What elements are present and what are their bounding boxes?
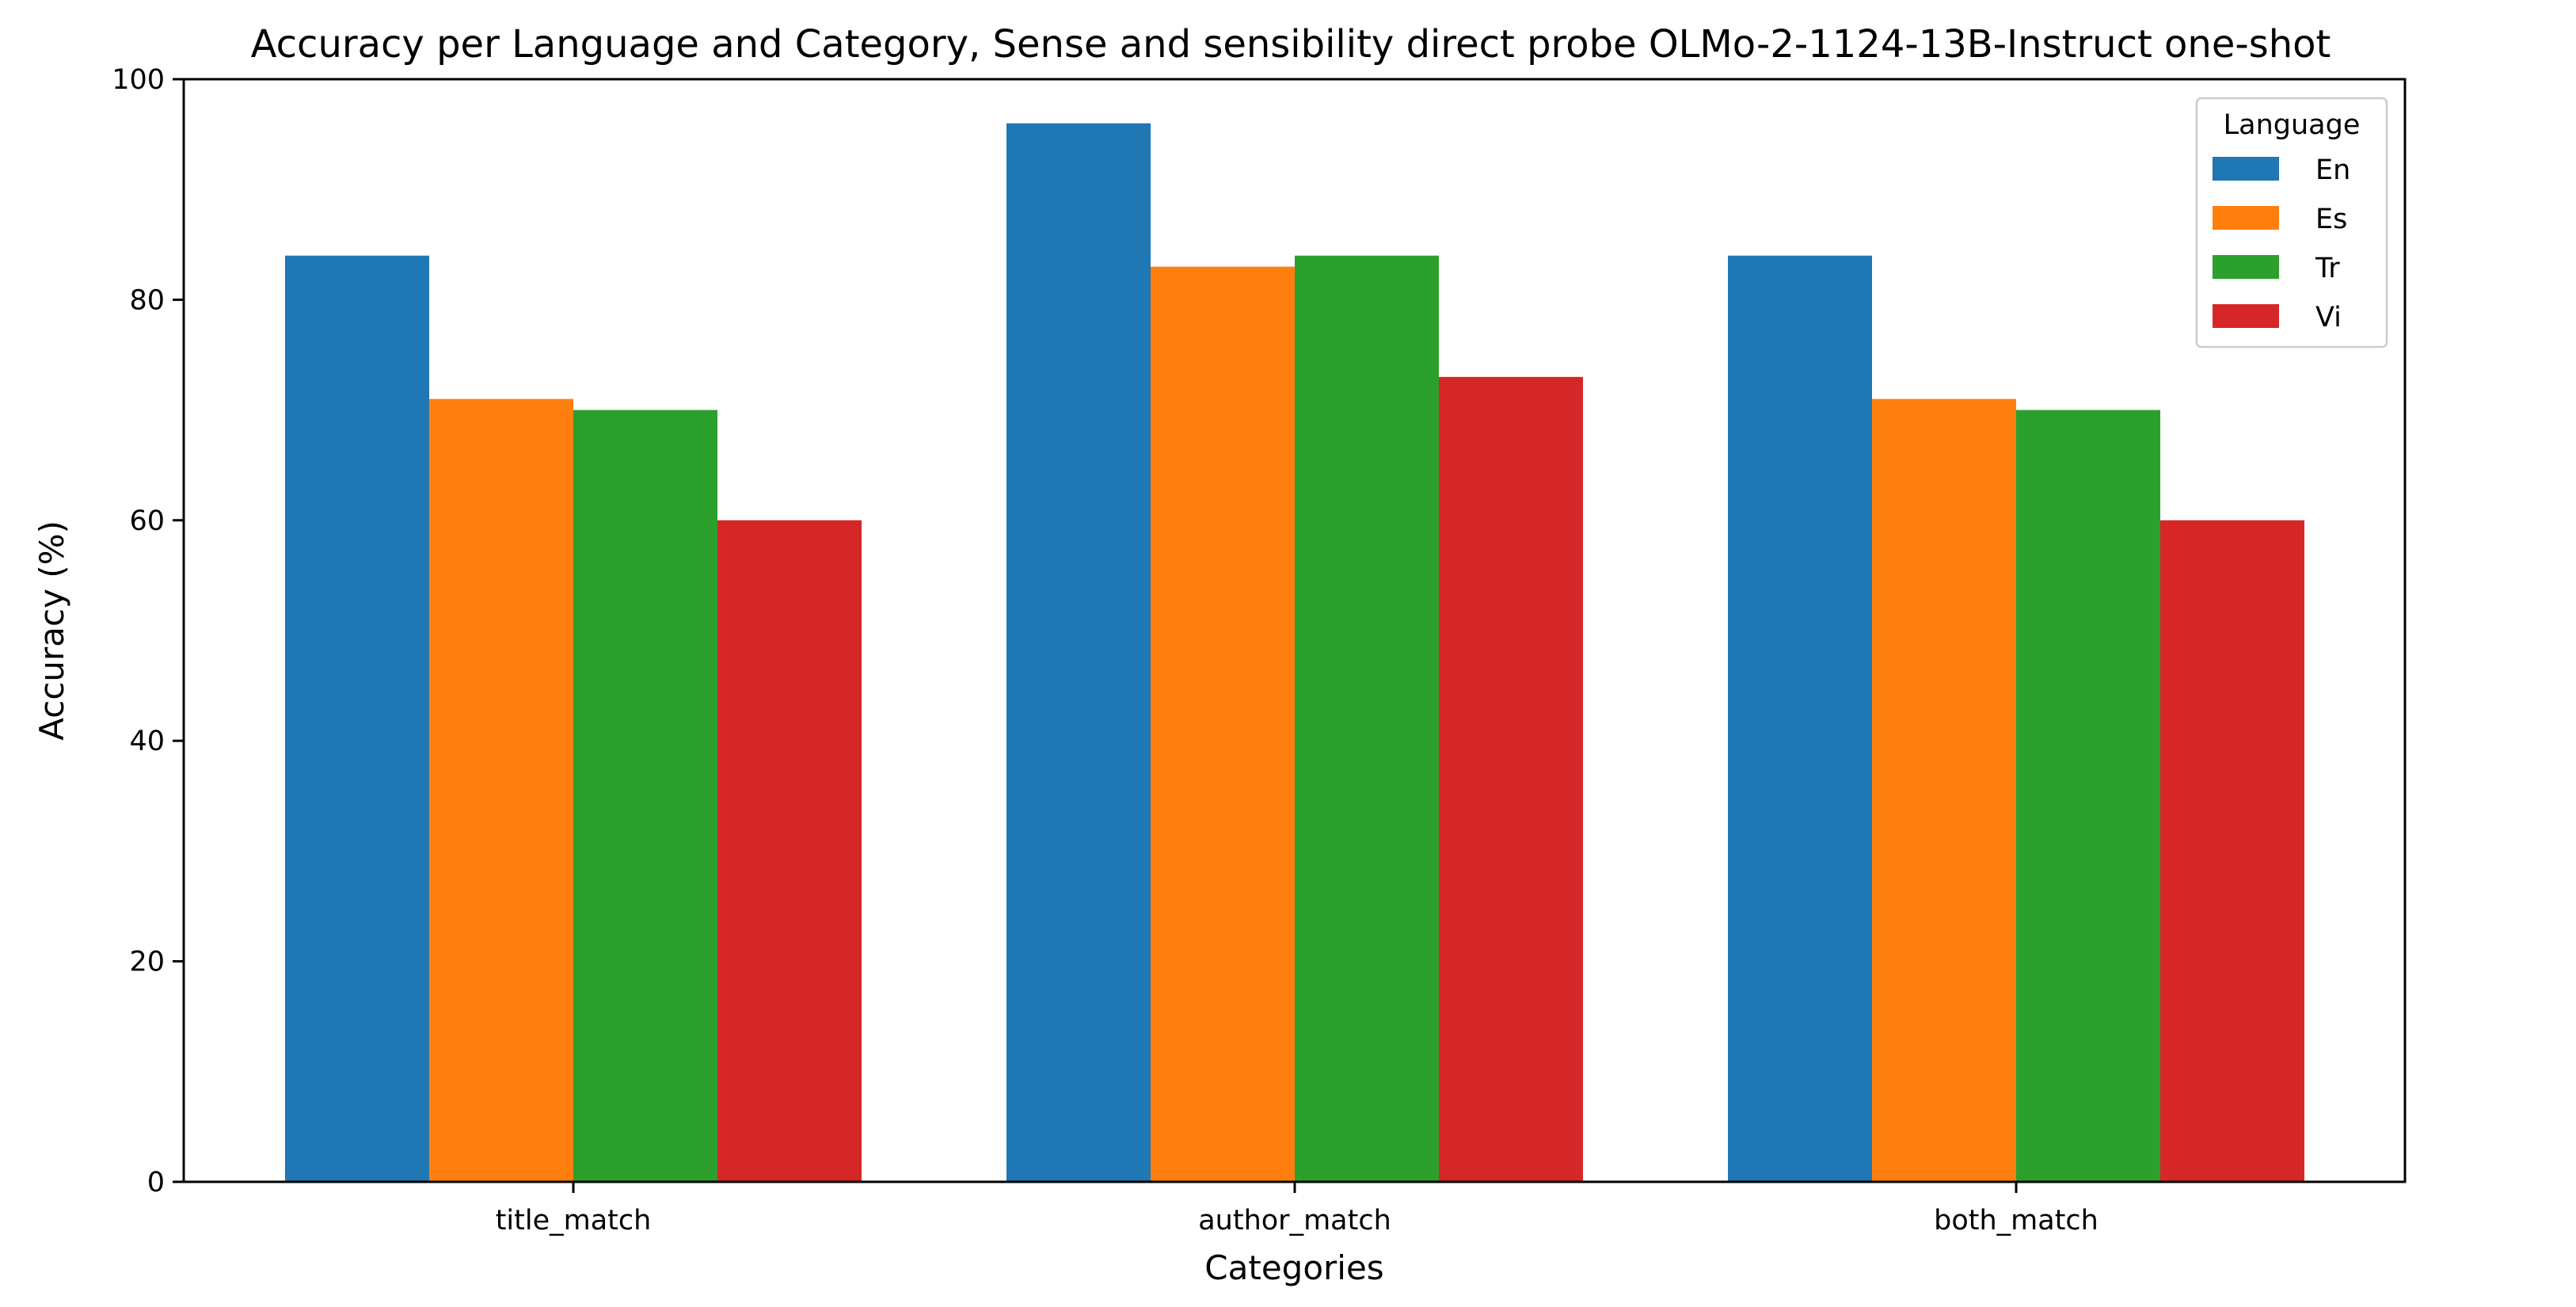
legend-swatch-en [2213,157,2279,181]
x-axis: title_match author_match both_match [496,1182,2098,1237]
y-tick-label: 20 [129,947,165,978]
y-axis: 0 20 40 60 80 100 [112,64,184,1198]
bar-tr-author-match [1295,255,1439,1183]
bar-en-title-match [285,255,429,1183]
x-tick-label: author_match [1198,1205,1391,1237]
y-tick-label: 60 [129,505,165,537]
bar-vi-title-match [717,520,862,1182]
legend-label-es: Es [2315,204,2347,235]
plot-bars [285,123,2304,1183]
bar-tr-both-match [2016,410,2160,1182]
bar-en-author-match [1006,123,1151,1183]
legend-entries: En Es Tr Vi [2213,154,2350,333]
bar-vi-author-match [1439,376,1583,1183]
legend-label-en: En [2315,154,2350,186]
legend: Language En Es Tr Vi [2195,97,2388,349]
x-tick-label: title_match [496,1205,652,1237]
legend-label-tr: Tr [2315,253,2340,284]
x-tick-label: both_match [1934,1205,2098,1237]
y-tick-label: 40 [129,726,165,757]
bar-es-author-match [1151,266,1295,1182]
bar-en-both-match [1728,255,1872,1183]
legend-label-vi: Vi [2315,302,2342,333]
y-axis-label: Accuracy (%) [32,520,71,741]
chart-title: Accuracy per Language and Category, Sens… [251,22,2331,67]
legend-swatch-vi [2213,304,2279,328]
bar-tr-title-match [573,410,717,1182]
x-axis-label: Categories [1204,1248,1383,1287]
bar-es-title-match [429,398,573,1182]
legend-title: Language [2224,109,2361,141]
legend-swatch-es [2213,206,2279,230]
bar-vi-both-match [2160,520,2304,1182]
y-tick-label: 100 [112,64,165,96]
bar-es-both-match [1872,398,2016,1182]
plot-frame [182,78,2407,1183]
y-tick-label: 80 [129,284,165,316]
y-tick-label: 0 [147,1167,165,1198]
legend-swatch-tr [2213,255,2279,279]
